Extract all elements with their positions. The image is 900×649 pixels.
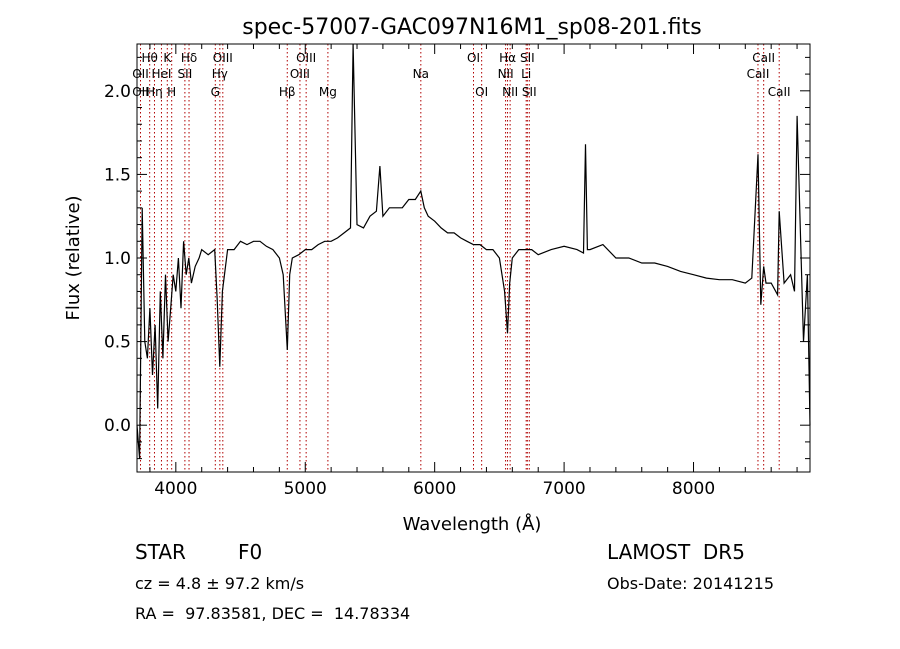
spectral-subclass: F0	[238, 540, 263, 564]
object-class: STAR	[135, 540, 186, 564]
x-tick-label: 7000	[542, 479, 585, 499]
y-tick-label: 0.0	[104, 416, 131, 436]
line-label: OII	[132, 85, 149, 99]
x-tick-label: 6000	[413, 479, 456, 499]
x-axis-ticks: 4000 5000 6000 7000 8000	[149, 44, 798, 499]
line-label: CaII	[752, 51, 775, 65]
y-axis-label: Flux (relative)	[63, 195, 84, 320]
survey-release: LAMOST DR5	[607, 540, 745, 564]
y-tick-label: 1.0	[104, 249, 131, 269]
line-label: CaII	[768, 85, 791, 99]
x-axis-label: Wavelength (Å)	[403, 513, 542, 535]
coordinates: RA = 97.83581, DEC = 14.78334	[135, 604, 411, 623]
line-label: Mg	[319, 85, 337, 99]
line-label: SII	[522, 85, 537, 99]
y-tick-label: 1.5	[104, 165, 131, 185]
line-label: Hα	[499, 51, 516, 65]
x-tick-label: 8000	[672, 479, 715, 499]
line-label: K	[163, 51, 172, 65]
x-tick-label: 4000	[154, 479, 197, 499]
line-label: NII	[502, 85, 518, 99]
line-label: Na	[413, 67, 429, 81]
observation-date: Obs-Date: 20141215	[607, 574, 775, 593]
line-label: OIII	[290, 67, 310, 81]
line-label: NII	[498, 67, 514, 81]
x-tick-label: 5000	[284, 479, 327, 499]
line-label: H	[167, 85, 176, 99]
y-axis-ticks: 0.0 0.5 1.0 1.5 2.0	[104, 56, 810, 460]
line-label: OI	[467, 51, 480, 65]
line-label: Hβ	[279, 85, 296, 99]
line-label: Hη	[146, 85, 163, 99]
line-label: OIII	[296, 51, 316, 65]
y-tick-label: 2.0	[104, 82, 131, 102]
line-label: Hγ	[212, 67, 228, 81]
spectrum-line	[136, 43, 811, 459]
line-label: Hθ	[141, 51, 157, 65]
line-label: CaII	[747, 67, 770, 81]
line-label: SII	[178, 67, 193, 81]
redshift-value: cz = 4.8 ± 97.2 km/s	[135, 574, 305, 593]
line-label: G	[211, 85, 220, 99]
line-label: Hδ	[181, 51, 197, 65]
line-label: OI	[475, 85, 488, 99]
line-label: Li	[521, 67, 531, 81]
chart-title: spec-57007-GAC097N16M1_sp08-201.fits	[242, 15, 702, 40]
line-label: SII	[520, 51, 535, 65]
spectral-line-markers	[139, 44, 780, 472]
line-label: HeI	[151, 67, 171, 81]
y-tick-label: 0.5	[104, 333, 131, 353]
line-label: OIII	[213, 51, 233, 65]
